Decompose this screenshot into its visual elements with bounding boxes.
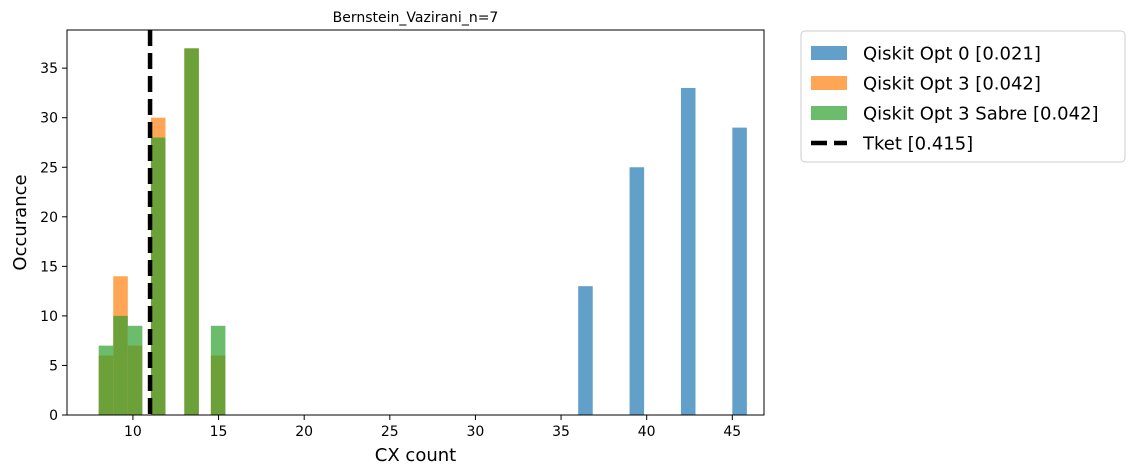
y-tick-label: 20: [40, 210, 58, 226]
x-tick-label: 25: [381, 424, 399, 440]
bar-series-2: [127, 325, 143, 415]
x-axis-label: CX count: [375, 445, 456, 466]
x-tick-label: 10: [124, 424, 142, 440]
y-tick-label: 0: [49, 408, 58, 424]
chart-title: Bernstein_Vazirani_n=7: [333, 10, 499, 26]
y-tick-label: 15: [40, 259, 58, 275]
legend-label: Qiskit Opt 3 Sabre [0.042]: [863, 104, 1099, 125]
legend-label: Qiskit Opt 3 [0.042]: [863, 74, 1041, 95]
x-tick-label: 35: [552, 424, 570, 440]
bar-series-0: [732, 127, 747, 415]
y-tick-label: 25: [40, 160, 58, 176]
bar-series-0: [680, 87, 696, 416]
legend-label: Tket [0.415]: [862, 134, 973, 155]
x-tick-label: 15: [210, 424, 228, 440]
plot-area: [98, 48, 747, 416]
y-axis-label: Occurance: [10, 174, 31, 270]
x-tick-label: 30: [467, 424, 485, 440]
bar-series-2: [210, 325, 226, 415]
x-tick-label: 40: [638, 424, 656, 440]
legend-label: Qiskit Opt 0 [0.021]: [863, 44, 1041, 65]
legend: Qiskit Opt 0 [0.021] Qiskit Opt 3 [0.042]…: [800, 30, 1126, 163]
bar-series-2: [113, 315, 128, 415]
x-tick-label: 45: [723, 424, 741, 440]
axes-frame: [66, 29, 765, 416]
y-tick-label: 5: [49, 358, 58, 374]
legend-frame: [800, 30, 1126, 163]
bar-series-2: [150, 137, 166, 415]
bar-series-2: [98, 345, 114, 415]
y-tick-label: 35: [40, 61, 58, 77]
legend-swatch: [811, 106, 847, 120]
legend-swatch: [811, 76, 847, 90]
x-axis: 10 15 20 25 30 35 40 45: [124, 415, 741, 440]
bar-series-0: [578, 286, 593, 415]
legend-swatch: [811, 46, 847, 60]
bar-series-0: [629, 167, 645, 415]
bar-series-2: [184, 48, 199, 415]
y-axis: 0 5 10 15 20 25 30 35: [40, 61, 67, 424]
y-tick-label: 10: [40, 309, 58, 325]
x-tick-label: 20: [295, 424, 313, 440]
y-tick-label: 30: [40, 111, 58, 127]
